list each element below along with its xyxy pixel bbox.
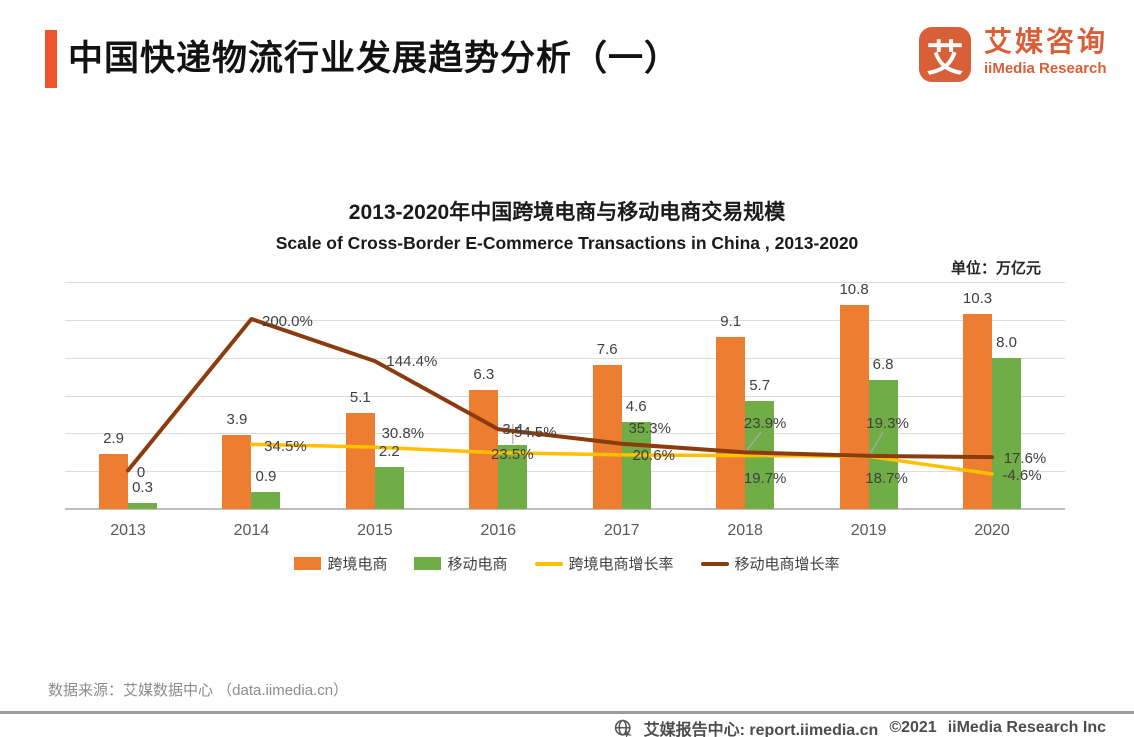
line-value-label-移动电商增长率-2015: 144.4% [386, 353, 438, 371]
gridline [65, 395, 1065, 397]
chart-legend: 跨境电商 移动电商 跨境电商增长率 移动电商增长率 [0, 553, 1134, 574]
company-text: iiMedia Research Inc [947, 719, 1106, 736]
x-axis-label-2016: 2016 [480, 522, 517, 539]
label-leader-line [869, 431, 884, 455]
legend-label: 移动电商 [447, 556, 508, 573]
logo-text-en: iiMedia Research [983, 60, 1107, 77]
footer-bar: 艾媒报告中心: report.iimedia.cn ©2021 iiMedia … [614, 716, 1106, 737]
label-leader-line [746, 431, 762, 451]
bar-value-label: 3.4 [502, 420, 524, 438]
bar-跨境电商-2020 [963, 314, 992, 509]
bar-value-label: 5.7 [749, 377, 771, 395]
line-value-label-跨境电商增长率-2015: 30.8% [381, 425, 425, 443]
bar-移动电商-2019 [868, 380, 898, 509]
line-value-label-移动电商增长率-2014: 200.0% [261, 313, 313, 330]
x-axis-label-2013: 2013 [110, 522, 146, 539]
gridline [65, 319, 1065, 321]
bar-value-label: 5.1 [349, 388, 371, 406]
x-axis-label-2014: 2014 [233, 522, 270, 539]
bar-value-label: 6.3 [473, 365, 495, 383]
bar-移动电商-2014 [251, 491, 281, 509]
legend-item-跨境电商: 跨境电商 [294, 553, 387, 574]
bar-value-label: 4.6 [625, 397, 647, 415]
bar-跨境电商-2018 [716, 336, 746, 509]
legend-line-icon [700, 561, 729, 566]
bar-跨境电商-2017 [592, 365, 622, 509]
x-axis-label-2020: 2020 [974, 522, 1010, 539]
bar-跨境电商-2014 [222, 435, 252, 509]
bar-value-label: 6.8 [872, 356, 894, 374]
legend-item-移动电商: 移动电商 [414, 553, 508, 574]
legend-label: 跨境电商 [327, 556, 388, 573]
legend-swatch-icon [294, 557, 322, 570]
legend-item-跨境电商增长率: 跨境电商增长率 [534, 553, 674, 574]
bar-value-label: 2.2 [378, 443, 400, 461]
bar-value-label: 10.8 [839, 280, 869, 298]
line-移动电商增长率 [126, 317, 995, 473]
chart-subtitle: Scale of Cross-Border E-Commerce Transac… [275, 233, 859, 253]
page-title: 中国快递物流行业发展趋势分析（一） [68, 39, 681, 78]
line-value-label-跨境电商增长率-2019: 18.7% [865, 470, 908, 488]
bar-value-label: 2.9 [103, 430, 124, 448]
line-value-label-跨境电商增长率-2016: 23.5% [491, 445, 534, 463]
logo-text-cn: 艾媒咨询 [983, 26, 1108, 57]
bar-value-label: 7.6 [596, 341, 618, 359]
line-value-label-跨境电商增长率-2014: 34.5% [264, 438, 307, 456]
gridline [65, 433, 1065, 435]
report-center-text: 艾媒报告中心: report.iimedia.cn [643, 722, 879, 737]
bar-移动电商-2020 [992, 357, 1021, 509]
x-axis-label-2019: 2019 [850, 522, 887, 539]
line-value-label-移动电商增长率-2018: 23.9% [743, 415, 787, 433]
bar-跨境电商-2019 [839, 304, 869, 509]
bar-value-label: 0.3 [132, 479, 153, 497]
chart-title: 2013-2020年中国跨境电商与移动电商交易规模 [348, 201, 786, 224]
bar-value-label: 8.0 [996, 333, 1017, 351]
line-value-label-移动电商增长率-2020: 17.6% [1003, 450, 1047, 468]
iimedia-logo: 艾 艾媒咨询 iiMedia Research [918, 26, 1108, 82]
line-value-label-跨境电商增长率-2020: -4.6% [1002, 466, 1042, 484]
legend-swatch-icon [414, 557, 442, 570]
bar-跨境电商-2013 [99, 454, 128, 509]
chart-unit-label: 单位：万亿元 [950, 260, 1041, 277]
x-axis-label-2017: 2017 [603, 522, 640, 539]
gridline [65, 471, 1065, 473]
copyright-text: ©2021 [889, 719, 937, 736]
legend-label: 跨境电商增长率 [568, 556, 674, 573]
bar-value-label: 3.9 [226, 411, 248, 429]
bar-移动电商-2013 [128, 503, 157, 509]
line-value-label-移动电商增长率-2019: 19.3% [866, 414, 909, 432]
chart-canvas: 2.9 0.3 3.9 0.9 5.1 2.2 6.3 3.4 7.6 4.6 9.1 5.7 10.8… [65, 280, 1065, 510]
title-accent-bar [45, 30, 57, 88]
bar-value-label: 9.1 [720, 312, 742, 330]
growth-lines-layer [126, 317, 995, 476]
x-axis-line [65, 508, 1065, 510]
line-value-label-跨境电商增长率-2017: 20.6% [632, 446, 675, 464]
footer-divider [0, 711, 1134, 714]
bar-value-label: 0.9 [255, 467, 277, 485]
globe-cursor-icon [614, 719, 632, 737]
gridline [65, 357, 1065, 359]
data-source-note: 数据来源：艾媒数据中心 （data.iimedia.cn） [48, 682, 349, 699]
x-axis-label-2018: 2018 [727, 522, 763, 539]
legend-item-移动电商增长率: 移动电商增长率 [700, 553, 840, 574]
bar-移动电商-2015 [374, 467, 404, 509]
line-value-label-跨境电商增长率-2018: 19.7% [743, 469, 787, 487]
line-value-label-移动电商增长率-2016: 54.5% [514, 424, 557, 442]
legend-label: 移动电商增长率 [734, 556, 840, 573]
bar-移动电商-2016 [498, 444, 528, 509]
bar-跨境电商-2015 [345, 412, 375, 509]
gridline [65, 282, 1065, 283]
x-axis-label-2015: 2015 [357, 522, 393, 539]
bar-value-label: 10.3 [962, 290, 993, 308]
line-value-label-移动电商增长率-2017: 35.3% [628, 419, 671, 437]
bar-移动电商-2017 [621, 421, 651, 509]
line-value-label-移动电商增长率-2013: 0 [136, 463, 146, 481]
legend-line-icon [534, 561, 563, 566]
iimedia-logo-icon: 艾 [918, 27, 971, 82]
bar-跨境电商-2016 [469, 389, 499, 509]
